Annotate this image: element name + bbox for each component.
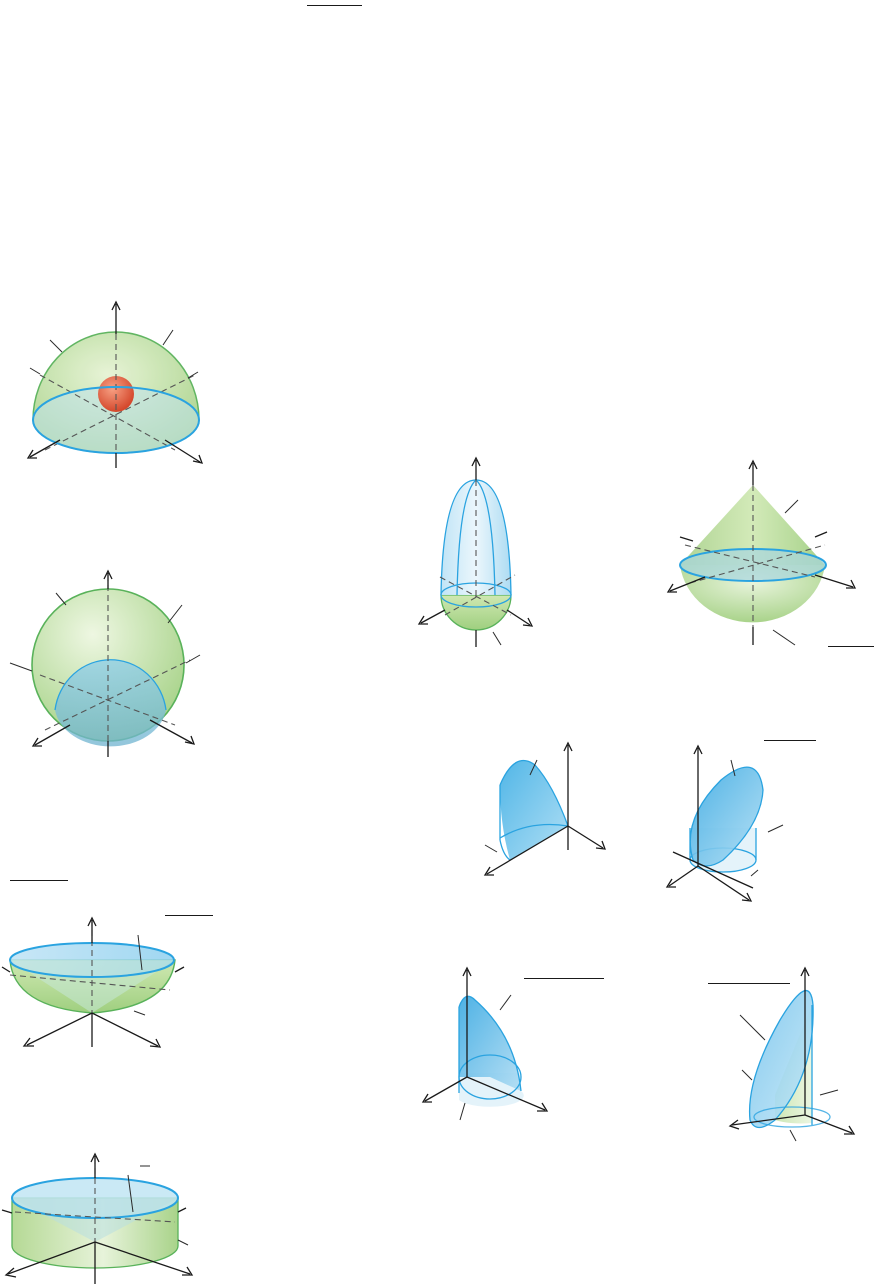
top-rule bbox=[307, 5, 362, 6]
hemisphere-with-ball-figure bbox=[26, 300, 204, 468]
tilted-plane-cylinder-figure bbox=[665, 744, 784, 902]
small-wedge-figure bbox=[421, 966, 549, 1121]
cone-over-hemisphere-figure bbox=[666, 459, 857, 646]
rule-tall-slanted bbox=[708, 983, 790, 984]
rule-small-wedge bbox=[524, 978, 604, 979]
rule-tilted bbox=[764, 740, 816, 741]
quarter-cylinder-wedge-figure bbox=[483, 741, 606, 876]
sphere-with-inner-hemisphere-figure bbox=[9, 569, 201, 757]
rule-cone-hemisphere bbox=[828, 646, 874, 647]
tall-slanted-cylinder-figure bbox=[728, 966, 856, 1142]
bowl-with-cone-figure bbox=[1, 916, 185, 1048]
ring-with-cone-figure bbox=[1, 1152, 194, 1284]
rule-bowl bbox=[165, 915, 213, 916]
tall-dome-figure bbox=[417, 456, 534, 647]
rule-mid-left bbox=[10, 880, 68, 881]
